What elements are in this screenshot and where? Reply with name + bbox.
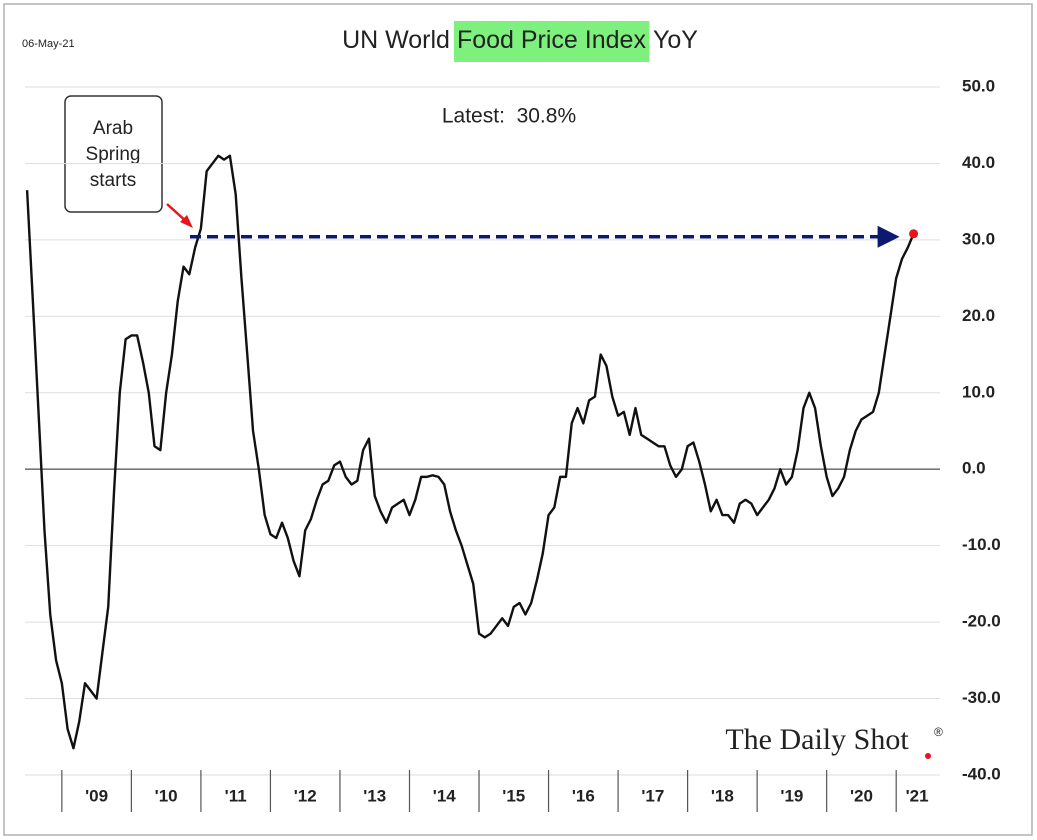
date: 06-May-21 bbox=[22, 38, 75, 50]
source-logo: The Daily Shot bbox=[725, 723, 909, 756]
annotation-line: starts bbox=[90, 170, 136, 191]
chart-title: UN World Food Price Index YoY bbox=[342, 26, 698, 54]
x-tick-label: '20 bbox=[850, 786, 873, 805]
y-tick-label: -40.0 bbox=[962, 764, 1001, 783]
y-tick-label: -20.0 bbox=[962, 612, 1001, 631]
annotation-box bbox=[64, 95, 163, 213]
latest-arrowhead bbox=[877, 225, 900, 248]
x-tick-label: '12 bbox=[294, 786, 317, 805]
x-tick-label: '19 bbox=[780, 786, 803, 805]
latest-annotation: Latest: 30.8% bbox=[442, 105, 576, 128]
y-tick-label: 10.0 bbox=[962, 382, 995, 401]
y-tick-label: 40.0 bbox=[962, 153, 995, 172]
annotation-line: Arab bbox=[93, 118, 133, 139]
logo-dot bbox=[925, 753, 931, 759]
y-tick-label: -30.0 bbox=[962, 688, 1001, 707]
x-tick-label: '21 bbox=[906, 786, 929, 805]
x-tick-label: '09 bbox=[85, 786, 108, 805]
y-tick-label: 30.0 bbox=[962, 229, 995, 248]
annotation-line: Spring bbox=[86, 144, 141, 165]
x-tick-label: '14 bbox=[433, 786, 456, 805]
y-tick-label: 0.0 bbox=[962, 459, 986, 478]
y-tick-label: 50.0 bbox=[962, 76, 995, 95]
x-tick-label: '11 bbox=[225, 786, 247, 805]
x-tick-label: '15 bbox=[502, 786, 525, 805]
title-part: Food Price Index bbox=[457, 26, 646, 54]
latest-marker bbox=[909, 229, 919, 239]
annotation-arrowhead bbox=[180, 215, 193, 228]
x-tick-label: '10 bbox=[155, 786, 178, 805]
title-highlight bbox=[453, 21, 650, 62]
title-part: UN World bbox=[342, 26, 450, 54]
x-tick-label: '18 bbox=[711, 786, 734, 805]
source-mark: ® bbox=[934, 725, 943, 739]
x-tick-label: '17 bbox=[641, 786, 664, 805]
x-tick-label: '16 bbox=[572, 786, 595, 805]
title-part: YoY bbox=[653, 26, 698, 54]
y-tick-label: 20.0 bbox=[962, 306, 995, 325]
x-tick-label: '13 bbox=[363, 786, 386, 805]
y-tick-label: -10.0 bbox=[962, 535, 1001, 554]
data-line bbox=[25, 154, 915, 750]
